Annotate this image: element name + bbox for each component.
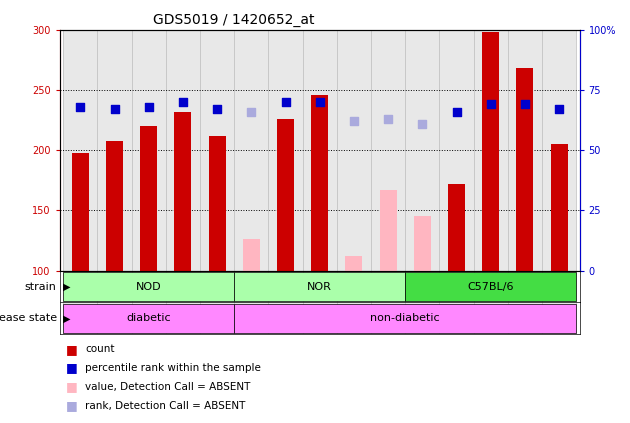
- Bar: [371, 302, 405, 334]
- Point: [144, 103, 154, 110]
- Bar: [72, 153, 89, 271]
- Bar: [166, 30, 200, 271]
- Bar: [439, 30, 474, 271]
- Bar: [439, 302, 474, 334]
- Bar: [345, 256, 362, 271]
- Bar: [268, 271, 302, 302]
- Bar: [542, 302, 576, 334]
- Point: [554, 106, 564, 113]
- Bar: [551, 144, 568, 271]
- Bar: [474, 30, 508, 271]
- Bar: [132, 271, 166, 302]
- Point: [383, 115, 393, 122]
- Bar: [268, 302, 302, 334]
- Bar: [508, 30, 542, 271]
- Text: non-diabetic: non-diabetic: [370, 313, 440, 323]
- Bar: [337, 30, 371, 271]
- Text: diabetic: diabetic: [127, 313, 171, 323]
- Bar: [542, 271, 576, 302]
- Bar: [63, 272, 234, 301]
- Bar: [98, 30, 132, 271]
- Bar: [508, 271, 542, 302]
- Bar: [474, 271, 508, 302]
- Point: [178, 99, 188, 105]
- Text: ■: ■: [66, 380, 78, 393]
- Bar: [337, 271, 371, 302]
- Point: [486, 101, 496, 108]
- Bar: [106, 140, 123, 271]
- Bar: [405, 271, 439, 302]
- Bar: [63, 271, 98, 302]
- Bar: [542, 30, 576, 271]
- Bar: [63, 302, 98, 334]
- Bar: [268, 30, 302, 271]
- Bar: [98, 302, 132, 334]
- Bar: [302, 302, 337, 334]
- Point: [76, 103, 86, 110]
- Bar: [200, 302, 234, 334]
- Bar: [175, 112, 192, 271]
- Point: [520, 101, 530, 108]
- Bar: [234, 272, 405, 301]
- Bar: [405, 272, 576, 301]
- Bar: [98, 271, 132, 302]
- Bar: [200, 271, 234, 302]
- Bar: [166, 302, 200, 334]
- Point: [417, 120, 427, 127]
- Bar: [234, 30, 268, 271]
- Bar: [405, 30, 439, 271]
- Bar: [243, 239, 260, 271]
- Text: ▶: ▶: [63, 313, 71, 323]
- Text: strain: strain: [25, 282, 57, 291]
- Bar: [140, 126, 158, 271]
- Text: percentile rank within the sample: percentile rank within the sample: [85, 363, 261, 373]
- Text: C57BL/6: C57BL/6: [467, 282, 514, 291]
- Bar: [234, 304, 576, 332]
- Text: NOR: NOR: [307, 282, 332, 291]
- Bar: [302, 30, 337, 271]
- Bar: [508, 302, 542, 334]
- Text: ▶: ▶: [63, 282, 71, 291]
- Point: [452, 108, 462, 115]
- Bar: [234, 302, 268, 334]
- Bar: [405, 302, 439, 334]
- Bar: [311, 95, 328, 271]
- Point: [314, 99, 324, 105]
- Text: ■: ■: [66, 399, 78, 412]
- Bar: [474, 302, 508, 334]
- Bar: [209, 136, 226, 271]
- Bar: [234, 271, 268, 302]
- Bar: [132, 302, 166, 334]
- Text: GDS5019 / 1420652_at: GDS5019 / 1420652_at: [153, 13, 315, 27]
- Bar: [439, 271, 474, 302]
- Text: value, Detection Call = ABSENT: value, Detection Call = ABSENT: [85, 382, 251, 392]
- Text: count: count: [85, 344, 115, 354]
- Bar: [166, 271, 200, 302]
- Bar: [132, 30, 166, 271]
- Text: disease state: disease state: [0, 313, 57, 323]
- Bar: [379, 190, 397, 271]
- Bar: [63, 304, 234, 332]
- Bar: [448, 184, 465, 271]
- Text: ■: ■: [66, 362, 78, 374]
- Bar: [482, 32, 499, 271]
- Point: [246, 108, 256, 115]
- Bar: [63, 30, 98, 271]
- Bar: [277, 119, 294, 271]
- Bar: [200, 30, 234, 271]
- Bar: [517, 68, 534, 271]
- Bar: [337, 302, 371, 334]
- Point: [349, 118, 359, 125]
- Text: ■: ■: [66, 343, 78, 356]
- Bar: [371, 271, 405, 302]
- Text: rank, Detection Call = ABSENT: rank, Detection Call = ABSENT: [85, 401, 246, 411]
- Point: [280, 99, 290, 105]
- Bar: [414, 217, 431, 271]
- Point: [110, 106, 120, 113]
- Bar: [371, 30, 405, 271]
- Point: [212, 106, 222, 113]
- Text: NOD: NOD: [136, 282, 161, 291]
- Bar: [302, 271, 337, 302]
